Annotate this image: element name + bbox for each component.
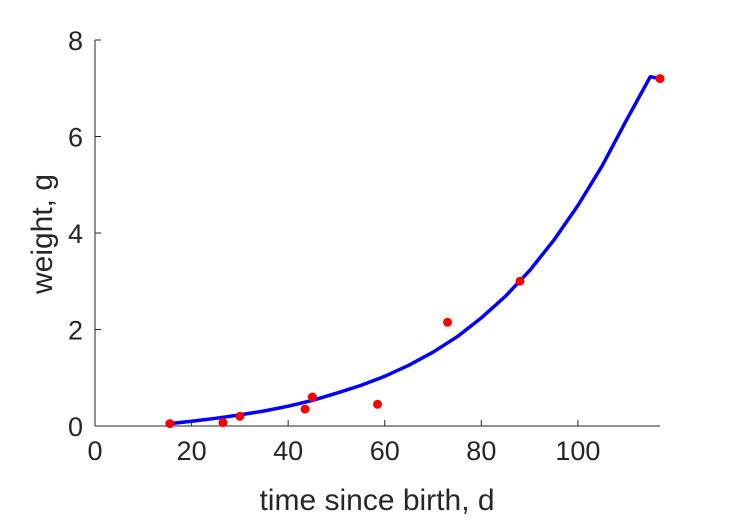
axes: [94, 39, 660, 427]
data-point: [165, 419, 175, 429]
x-tick-label: 60: [370, 436, 400, 466]
x-tick-label: 40: [273, 436, 303, 466]
data-point: [307, 392, 317, 402]
y-tick-label: 4: [68, 219, 83, 249]
x-tick-label: 0: [87, 436, 102, 466]
y-tick-labels: 0 2 4 6 8: [68, 26, 83, 442]
y-axis-label: weight, g: [26, 174, 59, 295]
data-point: [373, 399, 382, 409]
data-point: [235, 411, 245, 421]
y-tick-label: 0: [68, 412, 83, 442]
data-points-layer: [165, 74, 665, 429]
data-point: [300, 404, 310, 414]
x-tick-label: 20: [177, 436, 207, 466]
y-tick-label: 6: [68, 123, 83, 153]
y-tick-label: 8: [68, 26, 83, 56]
x-tick-label: 100: [555, 436, 600, 466]
fit-curve-layer: [168, 74, 662, 426]
x-tick-label: 80: [466, 436, 496, 466]
data-point: [443, 317, 453, 327]
data-point: [515, 276, 525, 286]
data-point: [218, 418, 228, 428]
data-point: [655, 74, 665, 84]
x-axis-label: time since birth, d: [259, 484, 494, 517]
x-tick-labels: 0 20 40 60 80 100: [87, 436, 600, 466]
fit-curve-line: [168, 74, 662, 426]
y-tick-label: 2: [68, 316, 83, 346]
